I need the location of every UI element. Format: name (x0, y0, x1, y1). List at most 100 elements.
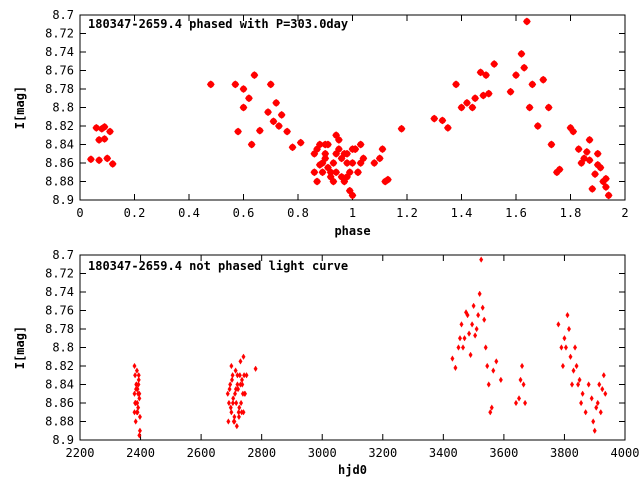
data-point (239, 376, 244, 384)
data-point (313, 177, 321, 186)
data-point (595, 399, 600, 407)
x-tick-label: 1 (349, 206, 356, 220)
data-point (602, 183, 610, 191)
data-point (604, 191, 613, 200)
data-point (563, 344, 568, 351)
data-point (498, 376, 503, 384)
data-point (272, 99, 281, 107)
chart-title: 180347-2659.4 phased with P=303.0day (88, 17, 348, 31)
data-point (476, 68, 485, 77)
data-point (132, 409, 137, 416)
data-point (555, 165, 564, 174)
data-point (521, 381, 526, 388)
data-point (471, 94, 479, 103)
data-point (239, 85, 248, 93)
data-point (467, 330, 472, 337)
data-point (241, 353, 246, 360)
y-tick-label: 8.78 (45, 82, 74, 96)
data-point (310, 168, 319, 177)
data-point (569, 127, 578, 136)
data-point (343, 159, 351, 167)
y-tick-label: 8.7 (52, 8, 74, 22)
data-point (486, 381, 491, 388)
data-point (239, 409, 244, 416)
data-point (238, 381, 243, 388)
data-point (562, 335, 567, 342)
data-point (243, 390, 248, 397)
data-point (600, 385, 605, 393)
data-point (229, 362, 234, 370)
x-axis-label: phase (334, 224, 370, 238)
data-point (576, 381, 581, 388)
y-tick-label: 8.84 (45, 138, 74, 152)
data-point (453, 364, 458, 372)
data-point (255, 126, 264, 135)
data-point (230, 372, 235, 379)
y-tick-label: 8.74 (45, 45, 74, 59)
data-point (103, 154, 112, 163)
data-point (468, 103, 477, 112)
data-point (494, 358, 499, 365)
data-point (244, 372, 249, 379)
y-axis-label: I[mag] (13, 86, 27, 129)
y-tick-label: 8.84 (45, 378, 74, 392)
data-point (598, 409, 603, 416)
data-point (106, 127, 114, 136)
x-tick-label: 2400 (126, 446, 155, 460)
data-point (603, 390, 608, 397)
data-point (332, 131, 341, 140)
data-point (329, 177, 338, 186)
data-point (565, 311, 570, 319)
data-point (137, 432, 142, 439)
data-point (245, 94, 253, 103)
y-tick-label: 8.76 (45, 304, 74, 318)
data-point (570, 381, 575, 388)
data-point (533, 122, 542, 130)
data-point (582, 148, 591, 156)
x-tick-label: 3400 (429, 446, 458, 460)
data-point (547, 140, 556, 149)
data-point (235, 372, 240, 379)
data-point (137, 413, 142, 421)
data-point (506, 87, 515, 96)
data-point (253, 365, 258, 372)
data-point (490, 60, 499, 68)
data-point (525, 103, 534, 112)
data-point (238, 358, 243, 365)
data-point (226, 418, 231, 425)
data-point (239, 103, 248, 112)
data-point (132, 390, 137, 397)
data-point (591, 170, 599, 178)
data-point (597, 381, 602, 388)
data-point (566, 325, 571, 333)
y-tick-label: 8.78 (45, 322, 74, 336)
data-point (568, 353, 573, 360)
chart-title: 180347-2659.4 not phased light curve (88, 259, 348, 273)
data-point (456, 344, 461, 351)
data-point (430, 114, 439, 123)
y-tick-label: 8.86 (45, 156, 74, 170)
data-point (108, 160, 117, 168)
data-point (135, 399, 140, 407)
data-point (234, 422, 239, 430)
data-point (397, 124, 406, 133)
x-tick-label: 3800 (550, 446, 579, 460)
data-point (136, 372, 141, 379)
data-point (324, 163, 332, 172)
data-point (539, 75, 548, 84)
x-axis-label: hjd0 (338, 463, 367, 477)
data-point (471, 302, 476, 310)
data-point (476, 311, 481, 319)
data-point (571, 367, 576, 374)
data-point (574, 145, 583, 153)
x-tick-label: 0.4 (178, 206, 200, 220)
x-tick-label: 2 (621, 206, 628, 220)
data-point (602, 174, 610, 183)
y-tick-label: 8.8 (52, 341, 74, 355)
x-tick-label: 3000 (308, 446, 337, 460)
data-point (592, 427, 597, 434)
data-point (277, 111, 286, 119)
data-point (296, 138, 305, 147)
data-point (586, 381, 591, 388)
y-tick-label: 8.88 (45, 415, 74, 429)
